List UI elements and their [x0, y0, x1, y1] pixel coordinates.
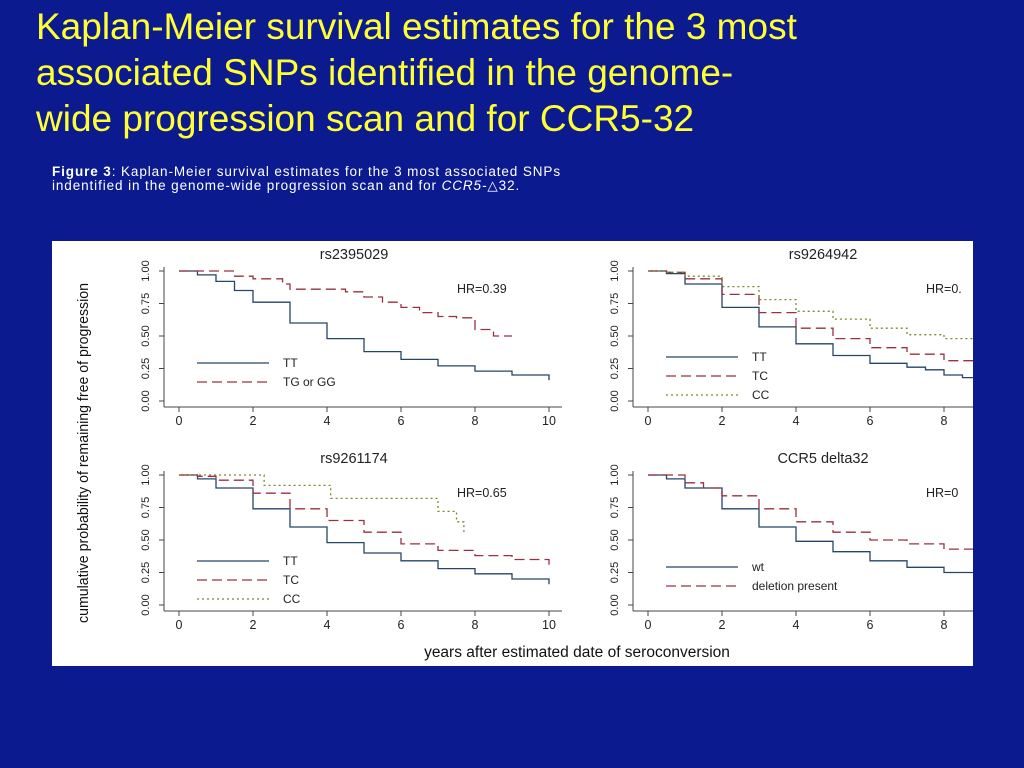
- y-tick-label: 0.00: [140, 594, 152, 615]
- legend-label: TT: [752, 350, 767, 364]
- legend-label: CC: [752, 388, 770, 402]
- y-axis-title: cumulative probability of remaining free…: [75, 283, 92, 623]
- panel-title: rs9264942: [789, 247, 858, 263]
- x-tick-label: 2: [719, 414, 726, 428]
- y-tick-label: 0.00: [609, 390, 621, 411]
- x-tick-label: 2: [250, 414, 257, 428]
- slide-title: Kaplan-Meier survival estimates for the …: [36, 4, 996, 142]
- km-curve-dashed: [179, 270, 512, 337]
- caption-text: indentified in the genome-wide progressi…: [52, 178, 442, 193]
- legend-label: TT: [283, 356, 298, 370]
- legend-label: TC: [752, 369, 768, 383]
- x-tick-label: 0: [645, 414, 652, 428]
- y-tick-label: 0.50: [609, 325, 621, 346]
- x-tick-label: 4: [793, 618, 800, 632]
- slide-title-line: Kaplan-Meier survival estimates for the …: [36, 6, 797, 47]
- panel-title: rs2395029: [320, 247, 389, 263]
- km-curve-solid: [179, 474, 550, 585]
- x-tick-label: 0: [176, 414, 183, 428]
- y-tick-label: 0.25: [140, 358, 152, 379]
- y-tick-label: 0.50: [140, 529, 152, 550]
- caption-line-2: indentified in the genome-wide progressi…: [52, 179, 912, 193]
- x-tick-label: 6: [867, 618, 874, 632]
- caption-text: : Kaplan-Meier survival estimates for th…: [111, 164, 561, 179]
- legend-label: TC: [283, 573, 299, 587]
- km-curve-solid: [179, 270, 550, 381]
- legend-label: deletion present: [752, 579, 838, 593]
- km-figure-svg: rs2395029 0.00 0.25 0.50 0.75 1.00 0 2 4 6 8 10 HR=0…: [75, 247, 973, 661]
- km-curve-solid: [648, 474, 973, 574]
- hazard-ratio-label: HR=0.: [926, 282, 962, 296]
- hazard-ratio-label: HR=0: [926, 486, 958, 500]
- km-curve-solid: [648, 270, 973, 379]
- x-tick-label: 10: [542, 618, 556, 632]
- y-tick-label: 0.75: [140, 293, 152, 314]
- hazard-ratio-label: HR=0.39: [457, 282, 507, 296]
- x-tick-label: 10: [542, 414, 556, 428]
- legend-label: wt: [751, 560, 765, 574]
- figure-label: Figure 3: [52, 164, 112, 179]
- y-tick-label: 1.00: [140, 464, 152, 485]
- y-tick-label: 0.75: [140, 497, 152, 518]
- x-tick-label: 4: [324, 414, 331, 428]
- caption-line-1: Figure 3: Kaplan-Meier survival estimate…: [52, 165, 912, 179]
- km-curve-dashed: [648, 474, 973, 550]
- y-tick-label: 0.75: [609, 497, 621, 518]
- y-tick-label: 1.00: [609, 260, 621, 281]
- caption-gene: CCR5-: [441, 178, 488, 193]
- y-tick-label: 0.00: [140, 390, 152, 411]
- x-tick-label: 0: [176, 618, 183, 632]
- legend-label: TT: [283, 554, 298, 568]
- x-tick-label: 2: [250, 618, 257, 632]
- hazard-ratio-label: HR=0.65: [457, 486, 507, 500]
- slide-title-line: associated SNPs identified in the genome…: [36, 52, 734, 93]
- legend-label: CC: [283, 592, 301, 606]
- y-tick-label: 0.00: [609, 594, 621, 615]
- panel-title: rs9261174: [320, 451, 387, 467]
- x-tick-label: 2: [719, 618, 726, 632]
- y-tick-label: 0.25: [140, 562, 152, 583]
- y-tick-label: 0.50: [609, 529, 621, 550]
- x-tick-label: 4: [324, 618, 331, 632]
- x-tick-label: 6: [398, 414, 405, 428]
- x-tick-label: 8: [941, 414, 948, 428]
- y-tick-label: 0.25: [609, 358, 621, 379]
- y-tick-label: 0.25: [609, 562, 621, 583]
- x-tick-label: 4: [793, 414, 800, 428]
- km-curve-dotted: [648, 270, 973, 340]
- caption-text: 32.: [498, 178, 521, 193]
- x-tick-label: 6: [398, 618, 405, 632]
- figure-caption: Figure 3: Kaplan-Meier survival estimate…: [52, 165, 912, 193]
- x-tick-label: 8: [472, 618, 479, 632]
- x-tick-label: 8: [941, 618, 948, 632]
- x-tick-label: 0: [645, 618, 652, 632]
- x-tick-label: 6: [867, 414, 874, 428]
- y-tick-label: 1.00: [140, 260, 152, 281]
- x-axis-title: years after estimated date of seroconver…: [424, 644, 730, 661]
- km-curve-dotted: [179, 474, 465, 533]
- legend-label: TG or GG: [283, 375, 336, 389]
- x-tick-label: 8: [472, 414, 479, 428]
- y-tick-label: 1.00: [609, 464, 621, 485]
- slide-title-line: wide progression scan and for CCR5-32: [36, 98, 695, 139]
- delta-symbol: △: [487, 178, 499, 193]
- y-tick-label: 0.50: [140, 325, 152, 346]
- km-curve-dashed: [179, 474, 550, 565]
- km-figure: rs2395029 0.00 0.25 0.50 0.75 1.00 0 2 4 6 8 10 HR=0…: [52, 241, 973, 666]
- panel-title: CCR5 delta32: [777, 451, 868, 467]
- km-curve-dashed: [648, 270, 973, 362]
- y-tick-label: 0.75: [609, 293, 621, 314]
